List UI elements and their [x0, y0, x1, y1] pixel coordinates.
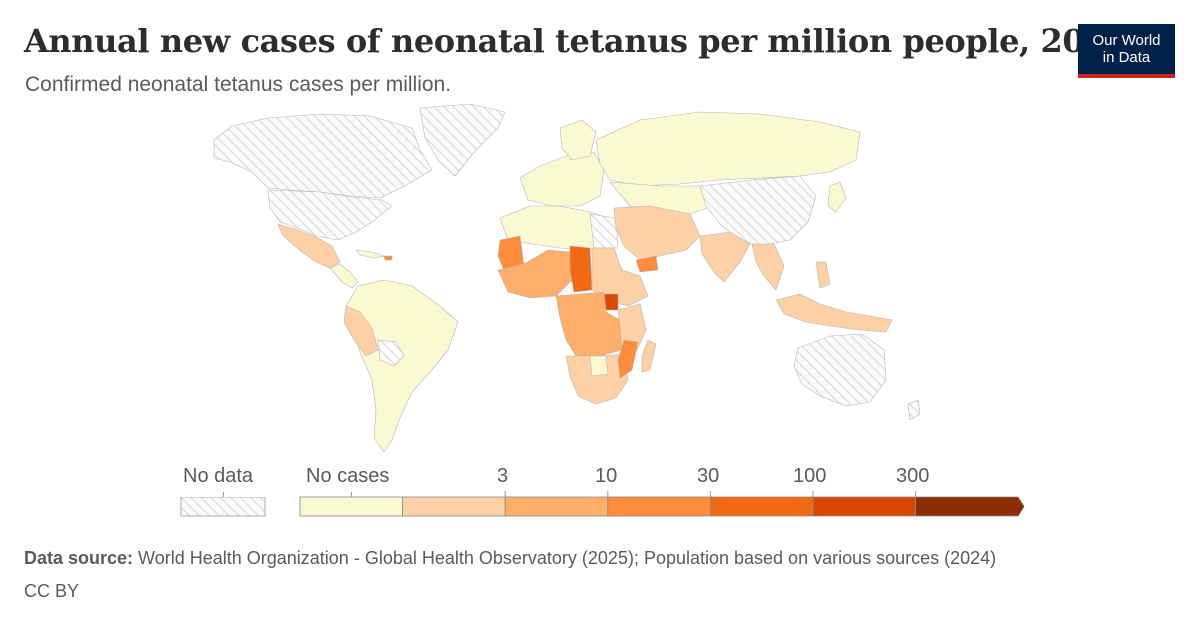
legend-swatch-6[interactable] [915, 496, 1024, 517]
region-cuba[interactable] [355, 249, 385, 259]
legend-no-data-swatch[interactable] [180, 497, 266, 517]
region-russia[interactable] [595, 111, 861, 187]
region-south-america[interactable] [345, 279, 459, 453]
region-greenland[interactable] [419, 103, 506, 177]
region-southern-africa[interactable] [565, 353, 629, 405]
region-madagascar[interactable] [641, 339, 657, 373]
legend-bin-label-4: 100 [793, 465, 827, 487]
region-south-sudan[interactable] [603, 293, 619, 311]
region-haiti[interactable] [383, 255, 393, 261]
license[interactable]: CC BY [24, 581, 80, 601]
legend-color-scale [299, 491, 1024, 517]
region-chad[interactable] [569, 245, 593, 293]
legend-tick-0 [351, 492, 352, 498]
legend-tick-no-data [223, 492, 224, 498]
region-indonesia[interactable] [775, 293, 893, 333]
logo-line-1: Our World [1092, 32, 1161, 49]
data-source-label: Data source: [24, 548, 134, 568]
region-bolivia[interactable] [377, 339, 405, 367]
legend-bin-label-0: No cases [306, 465, 390, 487]
legend-swatch-0[interactable] [299, 496, 403, 517]
legend-swatch-3[interactable] [607, 496, 711, 517]
region-yemen[interactable] [635, 255, 659, 273]
region-botswana[interactable] [589, 355, 609, 377]
region-philippines[interactable] [815, 261, 831, 289]
legend-bin-label-5: 300 [896, 465, 930, 487]
region-india[interactable] [699, 231, 751, 283]
region-europe[interactable] [519, 151, 605, 207]
data-source-text[interactable]: World Health Organization - Global Healt… [133, 548, 997, 568]
region-middle-east[interactable] [613, 205, 701, 261]
region-australia[interactable] [793, 333, 887, 407]
chart-title: Annual new cases of neonatal tetanus per… [24, 22, 1128, 60]
legend-swatch-2[interactable] [504, 496, 609, 517]
legend-bin-label-1: 3 [497, 465, 509, 487]
legend-no-data-label: No data [183, 465, 254, 487]
region-united-states[interactable] [267, 189, 393, 241]
legend-bin-label-3: 30 [697, 465, 720, 487]
legend-swatch-5[interactable] [812, 496, 916, 517]
region-mozambique[interactable] [617, 339, 639, 379]
region-scandinavia[interactable] [559, 119, 597, 161]
region-southeast-asia[interactable] [751, 243, 785, 291]
legend-bin-label-2: 10 [595, 465, 618, 487]
region-canada[interactable] [213, 113, 433, 199]
logo-line-2: in Data [1102, 49, 1151, 66]
chart-subtitle: Confirmed neonatal tetanus cases per mil… [25, 73, 452, 96]
region-central-america[interactable] [329, 263, 359, 289]
data-source: Data source: World Health Organization -… [24, 548, 996, 569]
legend-swatch-1[interactable] [402, 496, 506, 517]
region-egypt[interactable] [589, 213, 619, 249]
region-china[interactable] [699, 175, 817, 247]
region-central-africa[interactable] [555, 291, 623, 357]
region-japan[interactable] [827, 181, 847, 213]
legend-swatch-4[interactable] [709, 496, 814, 517]
owid-logo[interactable]: Our World in Data [1078, 24, 1175, 78]
region-peru[interactable] [343, 305, 379, 357]
region-new-zealand[interactable] [907, 399, 921, 421]
